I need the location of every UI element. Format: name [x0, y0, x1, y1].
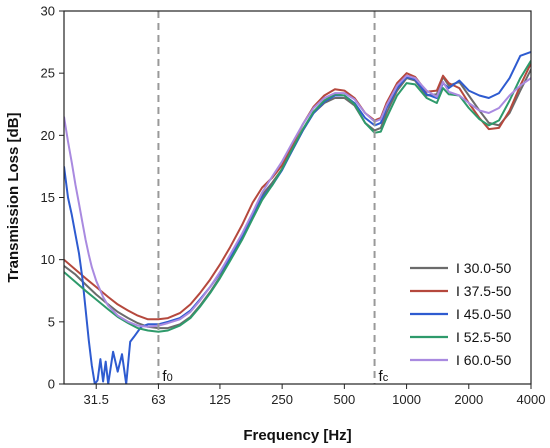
tick-layer: 0 5 10 15 20 25 30 31.5 63 125 250 500 1000 2000 4000 — [41, 4, 546, 408]
y-tick-label-0: 0 — [48, 377, 55, 392]
x-axis-title: Frequency [Hz] — [243, 427, 351, 444]
x-tick-label-2: 125 — [209, 392, 231, 407]
series-line-4 — [64, 60, 531, 333]
y-tick-label-5: 25 — [41, 66, 55, 81]
legend-label-5: I 60.0-50 — [456, 352, 511, 368]
y-tick-label-6: 30 — [41, 4, 55, 19]
legend: I 30.0-50 I 37.5-50 I 45.0-50 I 52.5-50 I 60… — [410, 260, 511, 368]
x-tick-label-1: 63 — [151, 392, 165, 407]
x-tick-label-4: 500 — [334, 392, 356, 407]
y-axis-title: Transmission Loss [dB] — [5, 112, 22, 282]
marker-label-1: f0 — [162, 368, 172, 385]
x-tick-label-3: 250 — [271, 392, 293, 407]
x-tick-label-6: 2000 — [454, 392, 483, 407]
marker-layer: f0 fc — [157, 11, 389, 385]
y-tick-label-4: 20 — [41, 128, 55, 143]
y-tick-label-2: 10 — [41, 252, 55, 267]
series-layer — [64, 51, 531, 384]
legend-label-2: I 37.5-50 — [456, 283, 511, 299]
y-tick-label-1: 5 — [48, 314, 55, 329]
series-line-3 — [64, 51, 531, 384]
x-tick-label-0: 31.5 — [84, 392, 109, 407]
marker-label-2: fc — [379, 368, 389, 385]
legend-label-1: I 30.0-50 — [456, 260, 511, 276]
legend-label-4: I 52.5-50 — [456, 329, 511, 345]
legend-label-3: I 45.0-50 — [456, 306, 511, 322]
x-tick-label-7: 4000 — [517, 392, 546, 407]
x-tick-label-5: 1000 — [392, 392, 421, 407]
y-tick-label-3: 15 — [41, 190, 55, 205]
series-line-5 — [64, 74, 531, 328]
